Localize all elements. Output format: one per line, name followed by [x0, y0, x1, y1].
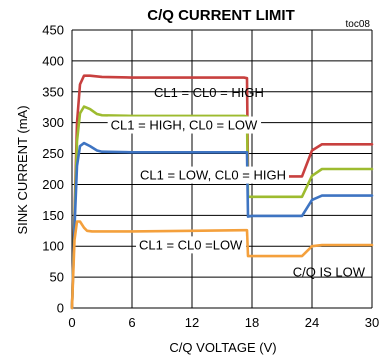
- annotation-background: [136, 236, 247, 254]
- series-line-1: [70, 74, 374, 310]
- x-tick-label: 6: [128, 315, 135, 330]
- annotation-label: CL1 = CL0 =LOW: [139, 237, 243, 252]
- x-tick-label: 12: [185, 315, 199, 330]
- x-tick-label: 18: [245, 315, 259, 330]
- series-line-2: [70, 105, 374, 310]
- y-tick-label: 50: [50, 270, 64, 285]
- figure-reference: toc08: [346, 19, 371, 30]
- x-axis-title: C/Q VOLTAGE (V): [169, 340, 276, 355]
- annotations: CL1 = CL0 = HIGH CL1 = HIGH, CL0 = LOW CL1…: [107, 85, 366, 280]
- series-line-3: [70, 141, 374, 310]
- annotation-label: CL1 = HIGH, CL0 = LOW: [111, 118, 258, 133]
- chart-title: C/Q CURRENT LIMIT: [147, 7, 295, 24]
- x-tick-label: 24: [305, 315, 319, 330]
- y-tick-label: 0: [57, 301, 64, 316]
- y-tick-label: 200: [42, 177, 64, 192]
- y-tick-label: 100: [42, 239, 64, 254]
- x-tick-label: 30: [365, 315, 379, 330]
- series-line-4: [70, 220, 374, 310]
- axes: 0 50 100 150 200 250 300 350 400 450 0 6 12 18 24 30: [42, 23, 379, 331]
- annotation-label: CL1 = LOW, CL0 = HIGH: [140, 168, 286, 183]
- annotation-label: C/Q IS LOW: [293, 265, 366, 280]
- annotation-background: [107, 116, 262, 134]
- y-tick-label: 250: [42, 146, 64, 161]
- y-tick-label: 350: [42, 84, 64, 99]
- y-axis-title: SINK CURRENT (mA): [15, 105, 30, 234]
- y-tick-label: 450: [42, 23, 64, 38]
- annotation-label: CL1 = CL0 = HIGH: [154, 85, 264, 100]
- y-tick-label: 300: [42, 115, 64, 130]
- x-tick-label: 0: [68, 315, 75, 330]
- annotation-background: [137, 166, 289, 184]
- y-tick-label: 150: [42, 208, 64, 223]
- y-tick-label: 400: [42, 53, 64, 68]
- series-lines: [70, 74, 374, 310]
